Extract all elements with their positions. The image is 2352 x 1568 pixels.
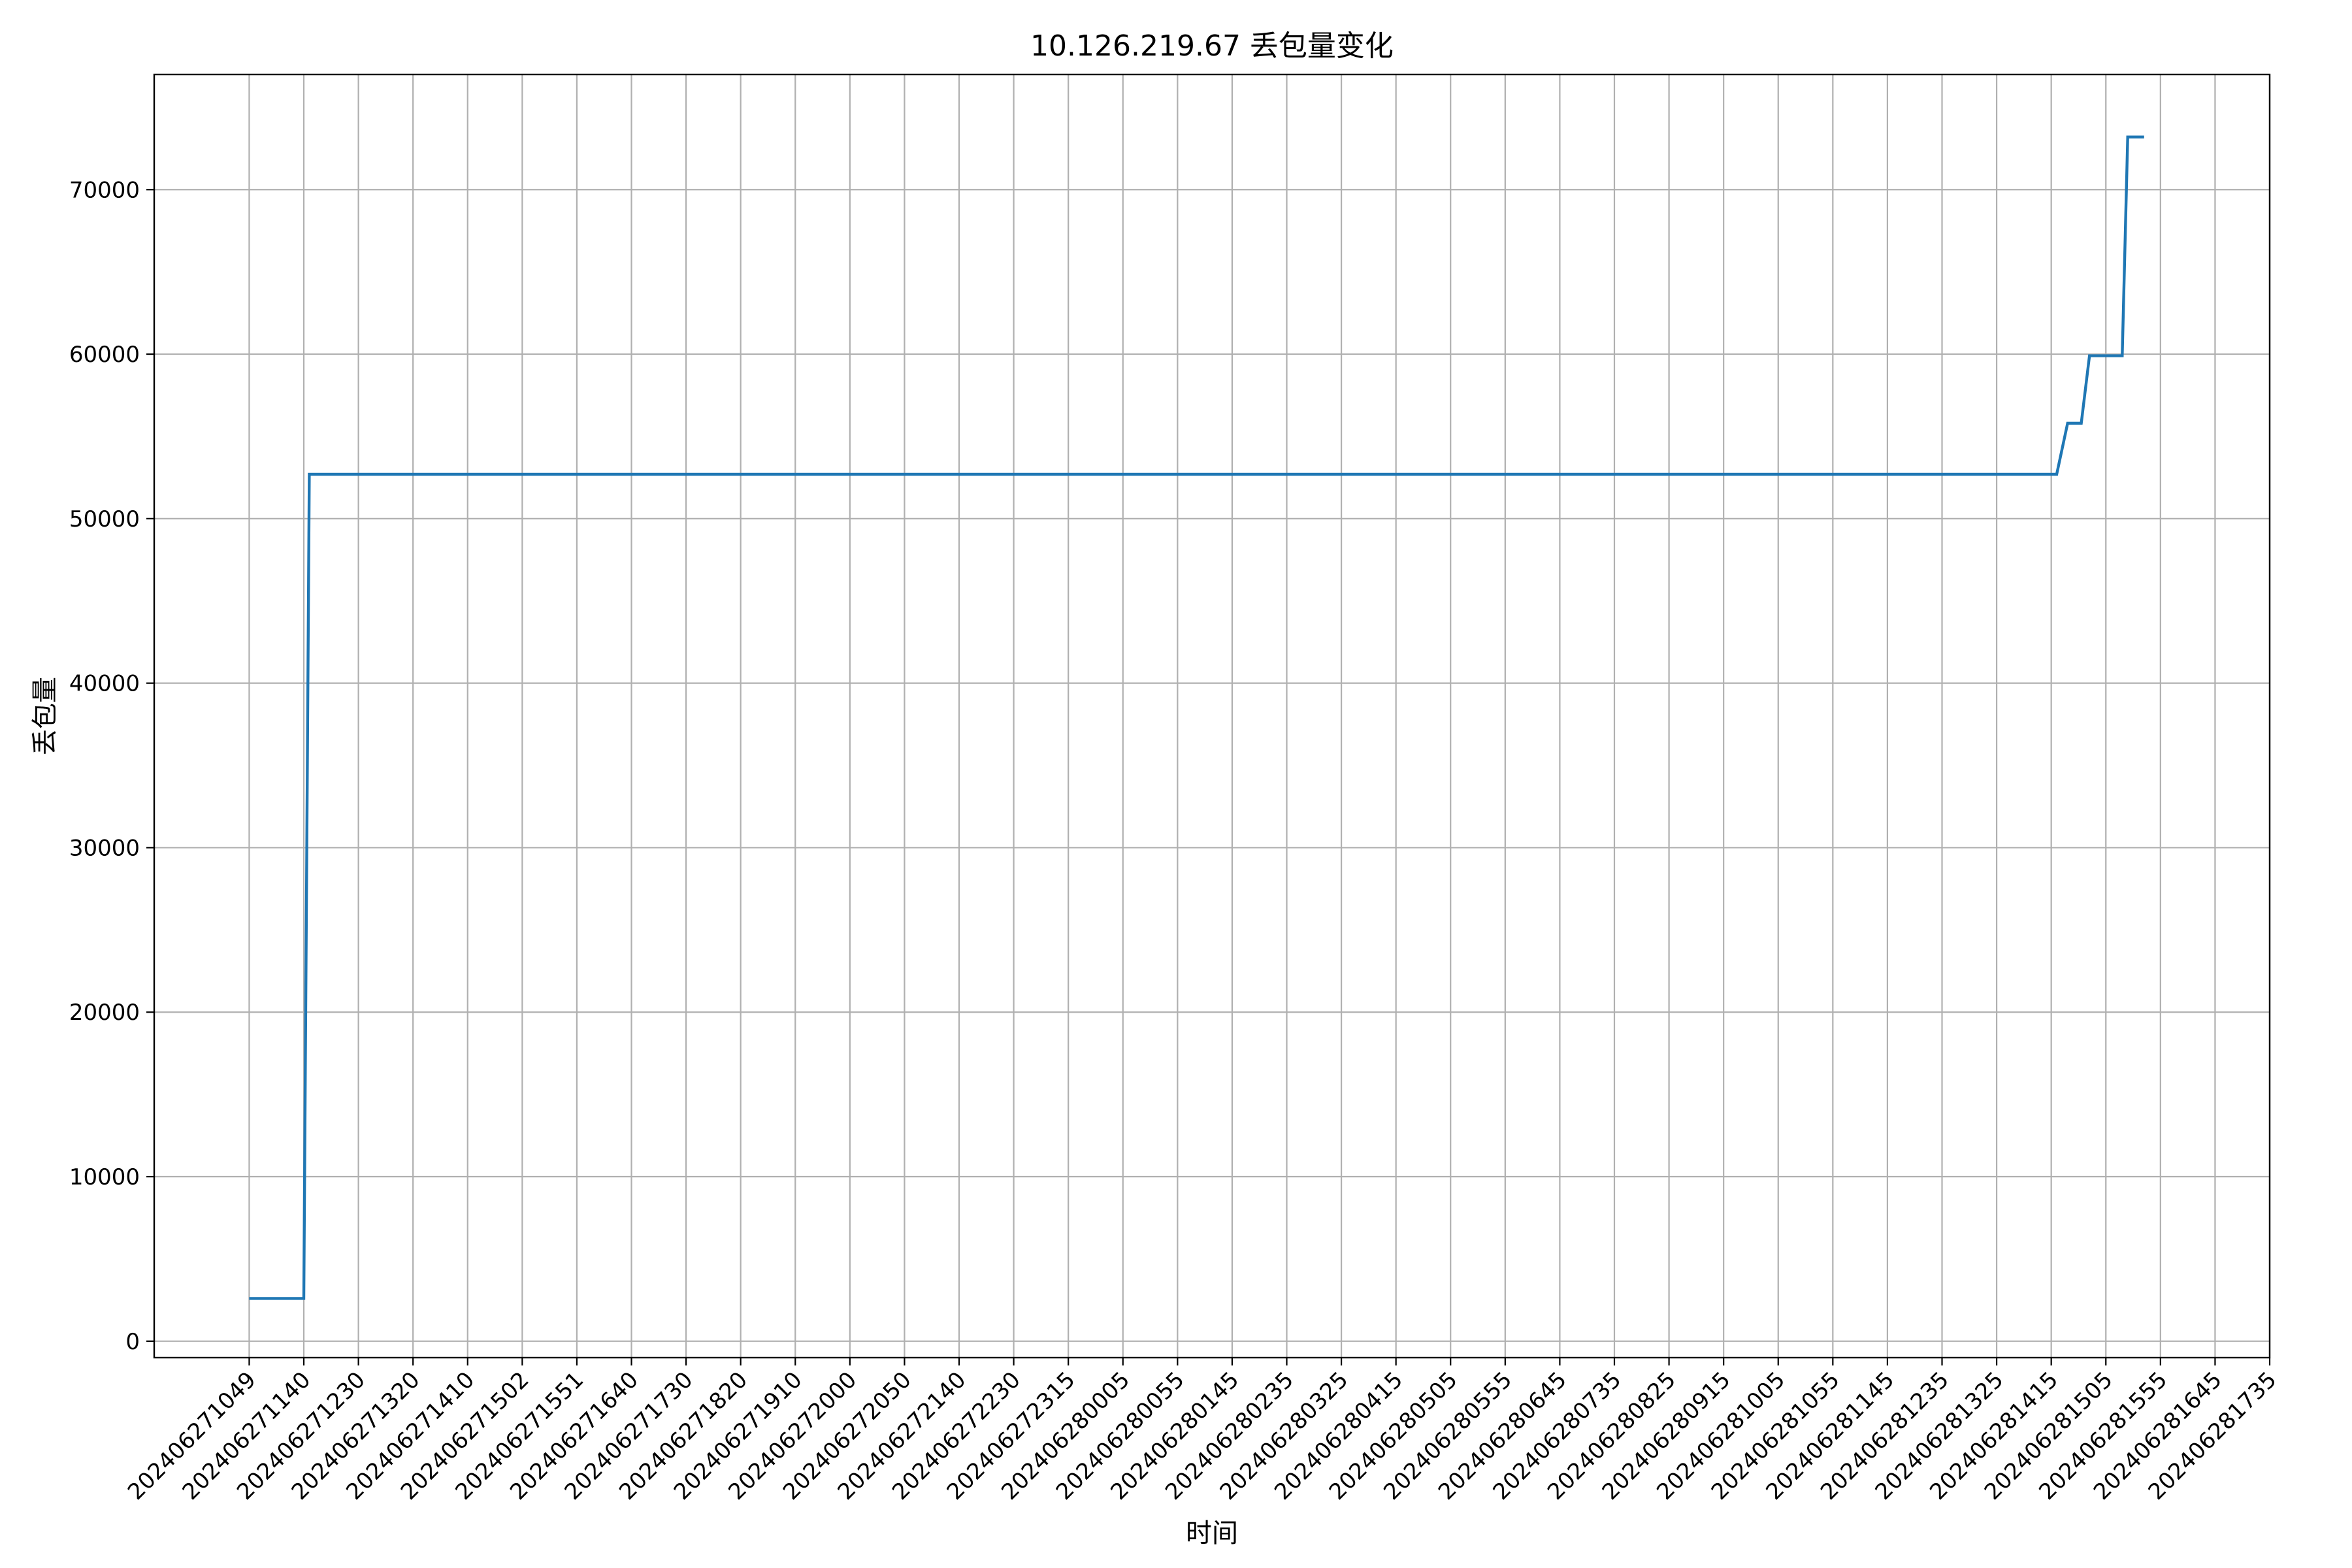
y-tick-label: 30000 [69, 835, 140, 861]
y-tick-label: 20000 [69, 1000, 140, 1026]
y-tick-label: 40000 [69, 671, 140, 697]
y-tick-label: 60000 [69, 342, 140, 368]
y-tick-label: 0 [125, 1329, 140, 1355]
y-axis: 0 10000 20000 30000 40000 50000 60000 70000 [69, 177, 154, 1355]
x-axis: 2024062710492024062711402024062712302024… [123, 1358, 2281, 1505]
grid-lines [154, 74, 2271, 1358]
chart-title: 10.126.219.67 丢包量变化 [1030, 29, 1394, 63]
plot-frame [153, 73, 2271, 1359]
y-tick-label: 10000 [69, 1164, 140, 1190]
x-axis-label: 时间 [1186, 1518, 1238, 1548]
y-tick-label: 70000 [69, 177, 140, 203]
series-layer [249, 135, 2144, 1300]
series-line [249, 135, 2144, 1300]
y-tick-label: 50000 [69, 506, 140, 532]
y-axis-label: 丢包量 [30, 677, 60, 755]
